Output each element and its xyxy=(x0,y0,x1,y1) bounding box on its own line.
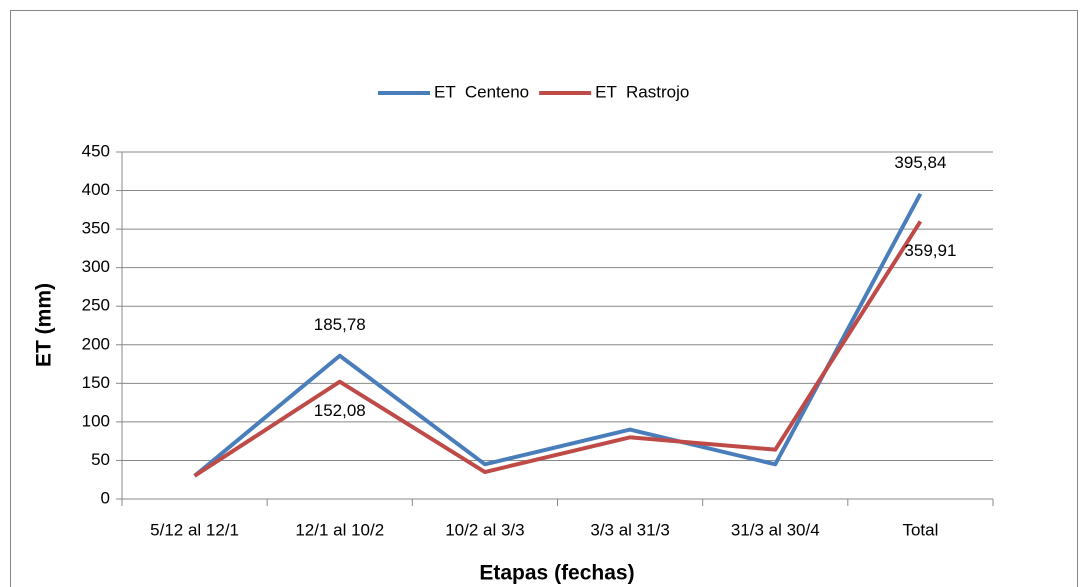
y-tick-label: 150 xyxy=(82,373,110,392)
legend-label: ET Centeno xyxy=(434,82,529,101)
y-tick-label: 250 xyxy=(82,296,110,315)
data-label: 185,78 xyxy=(314,315,366,334)
y-tick-label: 0 xyxy=(101,488,110,507)
y-tick-label: 50 xyxy=(91,450,110,469)
chart-frame xyxy=(10,10,1078,587)
x-tick-label: 31/3 al 30/4 xyxy=(731,520,820,539)
series-line xyxy=(193,192,923,478)
x-tick-label: 3/3 al 31/3 xyxy=(590,520,669,539)
x-tick-label: 5/12 al 12/1 xyxy=(150,520,239,539)
x-axis-title: Etapas (fechas) xyxy=(479,562,634,585)
data-label: 359,91 xyxy=(904,241,956,260)
data-label: 152,08 xyxy=(314,401,366,420)
x-tick-label: Total xyxy=(902,520,938,539)
x-tick-label: 10/2 al 3/3 xyxy=(445,520,524,539)
y-tick-label: 200 xyxy=(82,334,110,353)
y-tick-label: 100 xyxy=(82,411,110,430)
y-axis-title: ET (mm) xyxy=(33,283,56,367)
y-tick-label: 450 xyxy=(82,141,110,160)
y-tick-label: 350 xyxy=(82,219,110,238)
legend-label: ET Rastrojo xyxy=(595,82,689,101)
series-line xyxy=(193,220,923,478)
x-tick-label: 12/1 al 10/2 xyxy=(295,520,384,539)
y-tick-label: 400 xyxy=(82,180,110,199)
y-tick-label: 300 xyxy=(82,257,110,276)
data-label: 395,84 xyxy=(894,153,946,172)
